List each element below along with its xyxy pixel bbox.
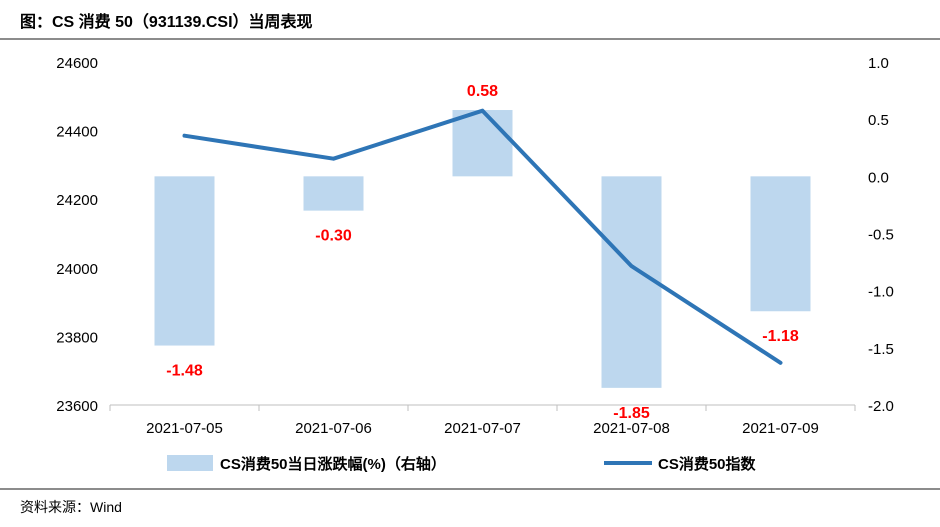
right-tick-label: -1.0 <box>868 284 894 301</box>
right-tick-label: -2.0 <box>868 398 894 415</box>
x-axis-ticks <box>109 405 856 411</box>
index-line <box>182 108 783 365</box>
right-axis-tick-labels: 1.0 0.5 0.0 -0.5 -1.0 -1.5 -2.0 <box>868 55 894 415</box>
left-tick-label: 23800 <box>56 329 98 346</box>
source-note: 资料来源：Wind <box>20 499 122 515</box>
x-tick-label: 2021-07-07 <box>444 420 521 437</box>
left-tick-label: 24000 <box>56 261 98 278</box>
data-labels: -1.48 -0.30 0.58 -1.85 -1.18 <box>166 83 799 422</box>
left-tick-label: 24600 <box>56 55 98 72</box>
right-tick-label: -1.5 <box>868 341 894 358</box>
left-tick-label: 23600 <box>56 398 98 415</box>
bar-2021-07-07 <box>452 110 513 177</box>
left-axis-tick-labels: 24600 24400 24200 24000 23800 23600 <box>56 55 98 415</box>
bar-2021-07-06 <box>303 176 364 211</box>
bar-2021-07-09 <box>750 176 811 312</box>
data-label-2021-07-08: -1.85 <box>613 405 650 422</box>
legend-bar-label: CS消费50当日涨跌幅(%)（右轴） <box>220 455 446 473</box>
x-tick-label: 2021-07-09 <box>742 420 819 437</box>
right-tick-label: -0.5 <box>868 227 894 244</box>
x-tick-label: 2021-07-05 <box>146 420 223 437</box>
data-label-2021-07-09: -1.18 <box>762 328 799 345</box>
left-tick-label: 24200 <box>56 192 98 209</box>
chart-title: 图：CS 消费 50（931139.CSI）当周表现 <box>20 14 313 31</box>
data-label-2021-07-05: -1.48 <box>166 363 203 380</box>
x-tick-label: 2021-07-08 <box>593 420 670 437</box>
bar-2021-07-08 <box>601 176 662 388</box>
legend-line-label: CS消费50指数 <box>658 455 757 473</box>
x-tick-label: 2021-07-06 <box>295 420 372 437</box>
top-rule <box>0 38 940 40</box>
legend-bar-swatch <box>167 455 213 471</box>
right-tick-label: 0.5 <box>868 112 889 129</box>
right-tick-label: 1.0 <box>868 55 889 72</box>
bottom-rule <box>0 488 940 490</box>
bar-series <box>154 110 811 388</box>
x-axis-tick-labels: 2021-07-05 2021-07-06 2021-07-07 2021-07-08… <box>146 420 819 437</box>
right-tick-label: 0.0 <box>868 169 889 186</box>
data-label-2021-07-07: 0.58 <box>467 83 498 100</box>
bar-2021-07-05 <box>154 176 215 346</box>
data-label-2021-07-06: -0.30 <box>315 228 352 245</box>
left-tick-label: 24400 <box>56 124 98 141</box>
